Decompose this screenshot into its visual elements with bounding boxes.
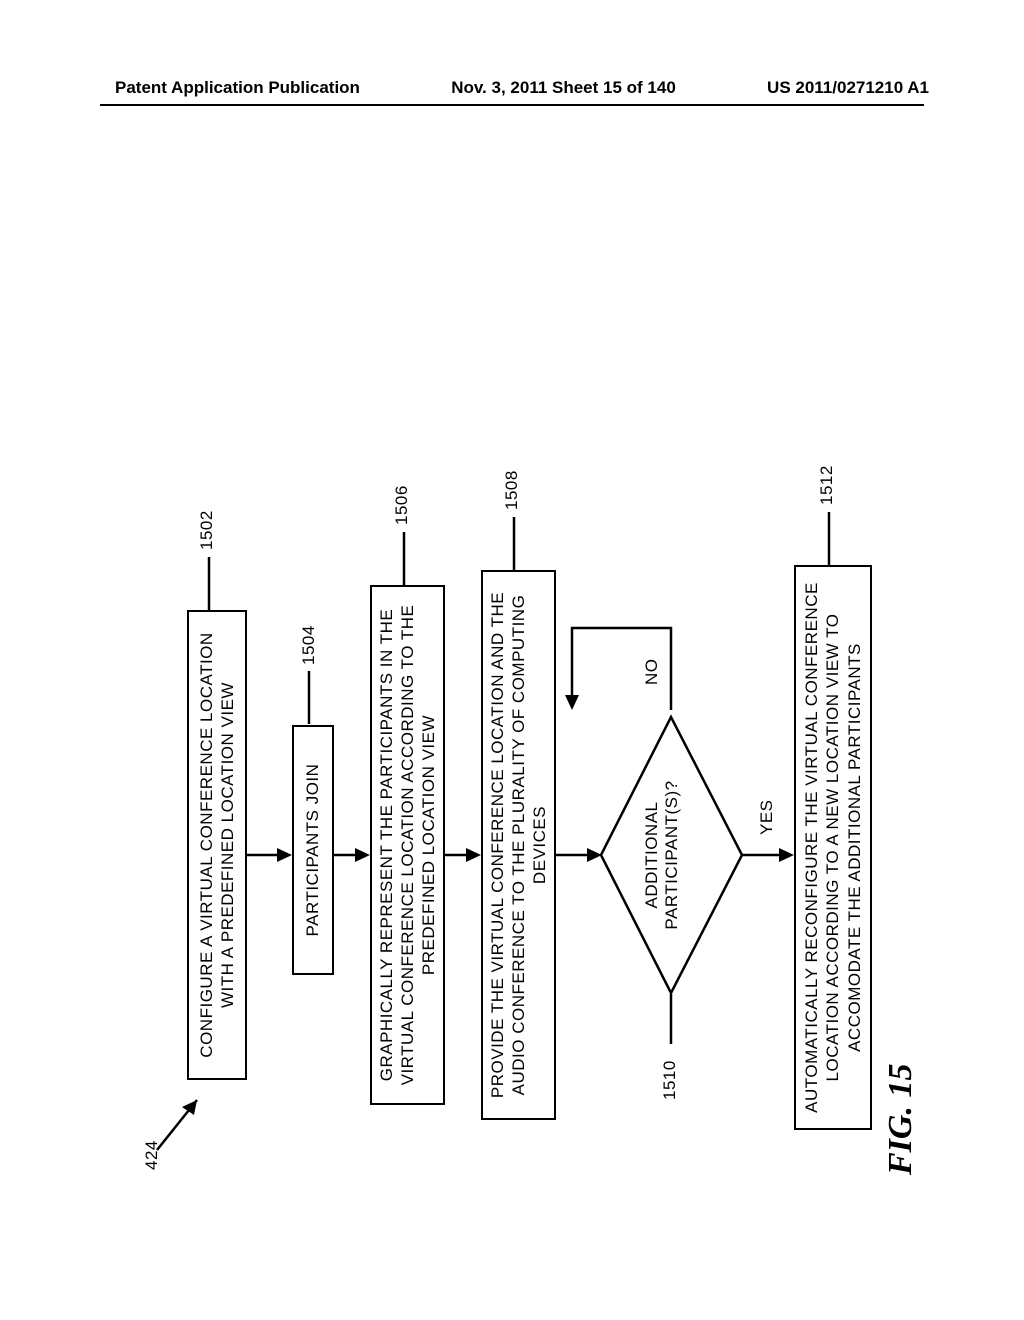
figure-label: FIG. 15 <box>882 1064 920 1175</box>
ref-1502-leader <box>202 542 216 612</box>
box-1506: GRAPHICALLY REPRESENT THE PARTICIPANTS I… <box>370 585 445 1105</box>
header-left: Patent Application Publication <box>115 78 360 98</box>
box-1504-text: PARTICIPANTS JOIN <box>302 764 323 937</box>
arrow-1502-1504 <box>247 840 297 870</box>
ref-1504: 1504 <box>299 625 319 665</box>
box-1508: PROVIDE THE VIRTUAL CONFERENCE LOCATION … <box>481 570 556 1120</box>
ref-1508: 1508 <box>502 470 522 510</box>
label-yes: YES <box>757 799 777 835</box>
arrow-1504-1506 <box>334 840 374 870</box>
ref-424-arrow <box>152 1075 212 1155</box>
box-1506-text: GRAPHICALLY REPRESENT THE PARTICIPANTS I… <box>376 605 440 1086</box>
box-1502: CONFIGURE A VIRTUAL CONFERENCE LOCATION … <box>187 610 247 1080</box>
ref-1502: 1502 <box>197 510 217 550</box>
ref-1510: 1510 <box>660 1060 680 1100</box>
box-1508-text: PROVIDE THE VIRTUAL CONFERENCE LOCATION … <box>487 592 551 1098</box>
ref-1512-leader <box>822 497 836 567</box>
box-1512: AUTOMATICALLY RECONFIGURE THE VIRTUAL CO… <box>794 565 872 1130</box>
no-loop <box>552 608 682 718</box>
label-no: NO <box>642 659 662 686</box>
header-pubno: US 2011/0271210 A1 <box>767 78 929 98</box>
page-header: Patent Application Publication Nov. 3, 2… <box>0 78 1024 98</box>
box-1504: PARTICIPANTS JOIN <box>292 725 334 975</box>
arrow-1510-1512 <box>740 840 798 870</box>
ref-1512: 1512 <box>817 465 837 505</box>
ref-1506: 1506 <box>392 485 412 525</box>
header-rule <box>100 104 924 106</box>
ref-1506-leader <box>397 517 411 587</box>
page: Patent Application Publication Nov. 3, 2… <box>0 0 1024 1320</box>
ref-1510-leader <box>664 991 678 1046</box>
ref-1508-leader <box>507 502 521 572</box>
diamond-1510-text: ADDITIONAL PARTICIPANT(S)? <box>642 770 682 940</box>
box-1502-text: CONFIGURE A VIRTUAL CONFERENCE LOCATION … <box>196 632 239 1057</box>
box-1512-text: AUTOMATICALLY RECONFIGURE THE VIRTUAL CO… <box>801 582 865 1113</box>
diamond-1510-label: ADDITIONAL PARTICIPANT(S)? <box>642 780 681 929</box>
ref-1504-leader <box>302 656 316 726</box>
header-date: Nov. 3, 2011 Sheet 15 of 140 <box>451 78 676 98</box>
arrow-1506-1508 <box>445 840 485 870</box>
